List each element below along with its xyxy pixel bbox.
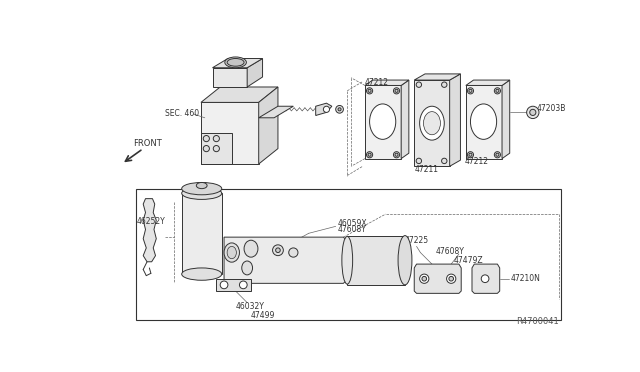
- Polygon shape: [212, 58, 262, 68]
- Circle shape: [481, 275, 489, 283]
- Circle shape: [273, 245, 284, 256]
- Circle shape: [494, 88, 500, 94]
- Ellipse shape: [225, 57, 246, 68]
- Polygon shape: [472, 264, 500, 294]
- Polygon shape: [216, 279, 251, 291]
- Circle shape: [336, 106, 344, 113]
- Polygon shape: [365, 86, 401, 158]
- Polygon shape: [401, 80, 409, 158]
- Circle shape: [213, 135, 220, 142]
- Ellipse shape: [398, 235, 412, 285]
- Polygon shape: [259, 87, 278, 164]
- Polygon shape: [201, 102, 259, 164]
- Circle shape: [395, 89, 398, 92]
- Text: SEC. 460: SEC. 460: [164, 109, 199, 118]
- Circle shape: [416, 82, 422, 87]
- Polygon shape: [201, 133, 232, 164]
- Ellipse shape: [224, 243, 239, 262]
- Text: 47225: 47225: [405, 237, 429, 246]
- Ellipse shape: [470, 104, 497, 140]
- Circle shape: [394, 88, 399, 94]
- Circle shape: [420, 274, 429, 283]
- Circle shape: [220, 281, 228, 289]
- Circle shape: [213, 145, 220, 152]
- Text: 47608Y: 47608Y: [436, 247, 465, 256]
- Circle shape: [323, 106, 330, 112]
- Circle shape: [367, 152, 372, 158]
- Circle shape: [395, 153, 398, 156]
- Polygon shape: [212, 68, 247, 87]
- Circle shape: [469, 153, 472, 156]
- Ellipse shape: [244, 240, 258, 257]
- Circle shape: [469, 89, 472, 92]
- Circle shape: [367, 88, 372, 94]
- Circle shape: [494, 152, 500, 158]
- Text: 47211: 47211: [414, 165, 438, 174]
- Circle shape: [368, 89, 371, 92]
- Ellipse shape: [227, 58, 244, 66]
- Ellipse shape: [342, 236, 353, 284]
- Circle shape: [449, 276, 454, 281]
- Ellipse shape: [227, 246, 236, 259]
- Text: FRONT: FRONT: [133, 139, 162, 148]
- Circle shape: [368, 153, 371, 156]
- Ellipse shape: [420, 106, 444, 140]
- Circle shape: [338, 108, 341, 111]
- Text: R4700041: R4700041: [516, 317, 559, 326]
- Circle shape: [204, 145, 209, 152]
- Ellipse shape: [182, 187, 221, 199]
- Polygon shape: [143, 199, 156, 262]
- Polygon shape: [224, 237, 348, 283]
- Text: 46252Y: 46252Y: [137, 217, 166, 226]
- Circle shape: [496, 89, 499, 92]
- Ellipse shape: [424, 112, 440, 135]
- Text: 47212: 47212: [365, 78, 389, 87]
- Circle shape: [276, 248, 280, 253]
- Circle shape: [447, 274, 456, 283]
- Circle shape: [496, 153, 499, 156]
- Circle shape: [442, 82, 447, 87]
- Polygon shape: [414, 80, 450, 166]
- Polygon shape: [247, 58, 262, 87]
- Circle shape: [204, 135, 209, 142]
- Text: 47479Z: 47479Z: [454, 256, 483, 265]
- Bar: [182, 193, 221, 274]
- Circle shape: [467, 152, 474, 158]
- Text: 47210N: 47210N: [511, 274, 540, 283]
- Polygon shape: [450, 74, 460, 166]
- Circle shape: [239, 281, 247, 289]
- Polygon shape: [414, 264, 461, 294]
- Polygon shape: [466, 80, 509, 86]
- Ellipse shape: [369, 104, 396, 140]
- Polygon shape: [259, 106, 293, 118]
- Ellipse shape: [196, 183, 207, 189]
- Text: 47499: 47499: [251, 311, 275, 320]
- Ellipse shape: [182, 268, 221, 280]
- Polygon shape: [201, 87, 278, 102]
- Polygon shape: [348, 235, 405, 285]
- Text: 46059X: 46059X: [337, 219, 367, 228]
- Polygon shape: [466, 86, 502, 158]
- Circle shape: [289, 248, 298, 257]
- Text: 47608Y: 47608Y: [337, 225, 366, 234]
- Circle shape: [530, 109, 536, 115]
- Bar: [136, 189, 561, 320]
- Polygon shape: [502, 80, 509, 158]
- Polygon shape: [365, 80, 409, 86]
- Circle shape: [416, 158, 422, 164]
- Circle shape: [527, 106, 539, 119]
- Circle shape: [467, 88, 474, 94]
- Polygon shape: [316, 103, 332, 115]
- Circle shape: [394, 152, 399, 158]
- Circle shape: [442, 158, 447, 164]
- Text: 46032Y: 46032Y: [236, 302, 264, 311]
- Ellipse shape: [242, 261, 253, 275]
- Polygon shape: [414, 74, 460, 80]
- Ellipse shape: [182, 183, 221, 195]
- Text: 47212: 47212: [465, 157, 489, 166]
- Circle shape: [422, 276, 427, 281]
- Text: 47203B: 47203B: [537, 104, 566, 113]
